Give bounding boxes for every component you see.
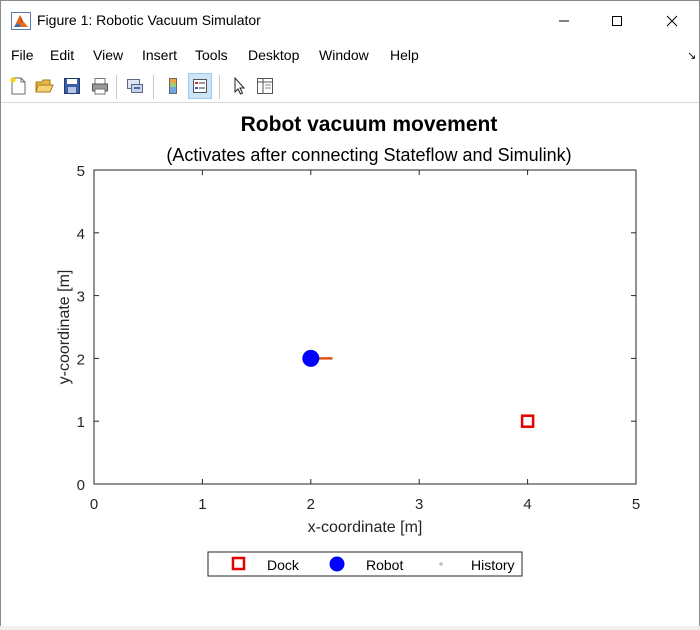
x-tick-label: 1 <box>198 496 206 513</box>
figure-canvas[interactable]: Robot vacuum movement (Activates after c… <box>2 104 699 629</box>
insert-legend-icon <box>193 79 207 93</box>
window-title: Figure 1: Robotic Vacuum Simulator <box>37 12 261 28</box>
menu-file[interactable]: File <box>11 47 34 63</box>
legend-robot-marker <box>329 556 345 572</box>
legend-box <box>207 551 523 577</box>
minimize-icon <box>559 20 569 22</box>
x-tick-label: 3 <box>415 496 423 513</box>
property-inspector-button[interactable] <box>253 73 277 99</box>
toolbar-separator <box>116 75 117 99</box>
x-axis: 0 1 2 3 4 5 <box>90 170 640 513</box>
y-tick-label: 2 <box>77 351 85 368</box>
print-icon <box>92 78 108 95</box>
menu-desktop[interactable]: Desktop <box>248 47 300 63</box>
matlab-figure-icon <box>11 12 31 30</box>
property-inspector-icon <box>257 78 273 94</box>
menu-bar: File Edit View Insert Tools Desktop Wind… <box>1 43 699 69</box>
save-button[interactable] <box>60 73 84 99</box>
y-tick-label: 4 <box>77 226 85 243</box>
plot-marks <box>302 349 535 428</box>
open-file-button[interactable] <box>32 73 56 99</box>
new-figure-icon <box>10 77 26 95</box>
x-tick-label: 0 <box>90 496 98 513</box>
y-axis-label: y-coordinate [m] <box>56 270 73 385</box>
menu-view[interactable]: View <box>93 47 124 63</box>
open-file-icon <box>35 79 54 93</box>
legend-dock-marker <box>231 556 246 571</box>
close-icon <box>666 15 678 27</box>
new-figure-button[interactable] <box>6 73 30 99</box>
title-bar[interactable]: Figure 1: Robotic Vacuum Simulator <box>1 1 699 41</box>
figure-toolbar <box>1 71 699 103</box>
toolbar-separator <box>153 75 154 99</box>
y-tick-label: 1 <box>77 414 85 431</box>
y-tick-label: 3 <box>77 289 85 306</box>
menu-help[interactable]: Help <box>390 47 419 63</box>
menu-window[interactable]: Window <box>319 47 369 63</box>
save-icon <box>64 78 80 94</box>
menu-insert[interactable]: Insert <box>142 47 178 63</box>
x-tick-label: 2 <box>307 496 315 513</box>
axes-box[interactable] <box>93 169 637 485</box>
x-tick-label: 5 <box>632 496 640 513</box>
close-button[interactable] <box>645 1 699 41</box>
window-bottom-edge <box>0 626 700 630</box>
edit-plot-button[interactable] <box>227 73 251 99</box>
insert-legend-button[interactable] <box>188 73 212 99</box>
print-button[interactable] <box>88 73 112 99</box>
minimize-button[interactable] <box>537 1 591 41</box>
chart-title: Robot vacuum movement <box>241 113 498 136</box>
legend-history-label: History <box>471 557 515 573</box>
legend-dock-label: Dock <box>267 557 300 573</box>
x-tick-label: 4 <box>523 496 531 513</box>
legend-robot-label: Robot <box>366 557 403 573</box>
maximize-icon <box>612 16 622 26</box>
insert-colorbar-button[interactable] <box>161 73 185 99</box>
x-axis-label: x-coordinate [m] <box>308 519 423 536</box>
legend[interactable]: Dock Robot History <box>207 551 523 577</box>
link-plot-button[interactable] <box>123 73 147 99</box>
chart-subtitle: (Activates after connecting Stateflow an… <box>166 145 571 165</box>
dock-arrow-icon[interactable]: ↘ <box>687 50 697 62</box>
legend-history-marker <box>439 562 443 566</box>
maximize-button[interactable] <box>590 1 644 41</box>
dock-marker <box>520 414 535 428</box>
menu-edit[interactable]: Edit <box>50 47 75 63</box>
y-tick-label: 0 <box>77 477 85 494</box>
link-plot-icon <box>127 79 143 93</box>
edit-plot-arrow-icon <box>234 76 246 95</box>
toolbar-separator <box>219 75 220 99</box>
plot-svg[interactable]: Robot vacuum movement (Activates after c… <box>2 104 699 627</box>
menu-tools[interactable]: Tools <box>195 47 228 63</box>
insert-colorbar-icon <box>169 78 177 94</box>
y-tick-label: 5 <box>77 163 85 180</box>
y-axis: 0 1 2 3 4 5 <box>77 163 636 494</box>
robot-marker <box>302 349 320 367</box>
